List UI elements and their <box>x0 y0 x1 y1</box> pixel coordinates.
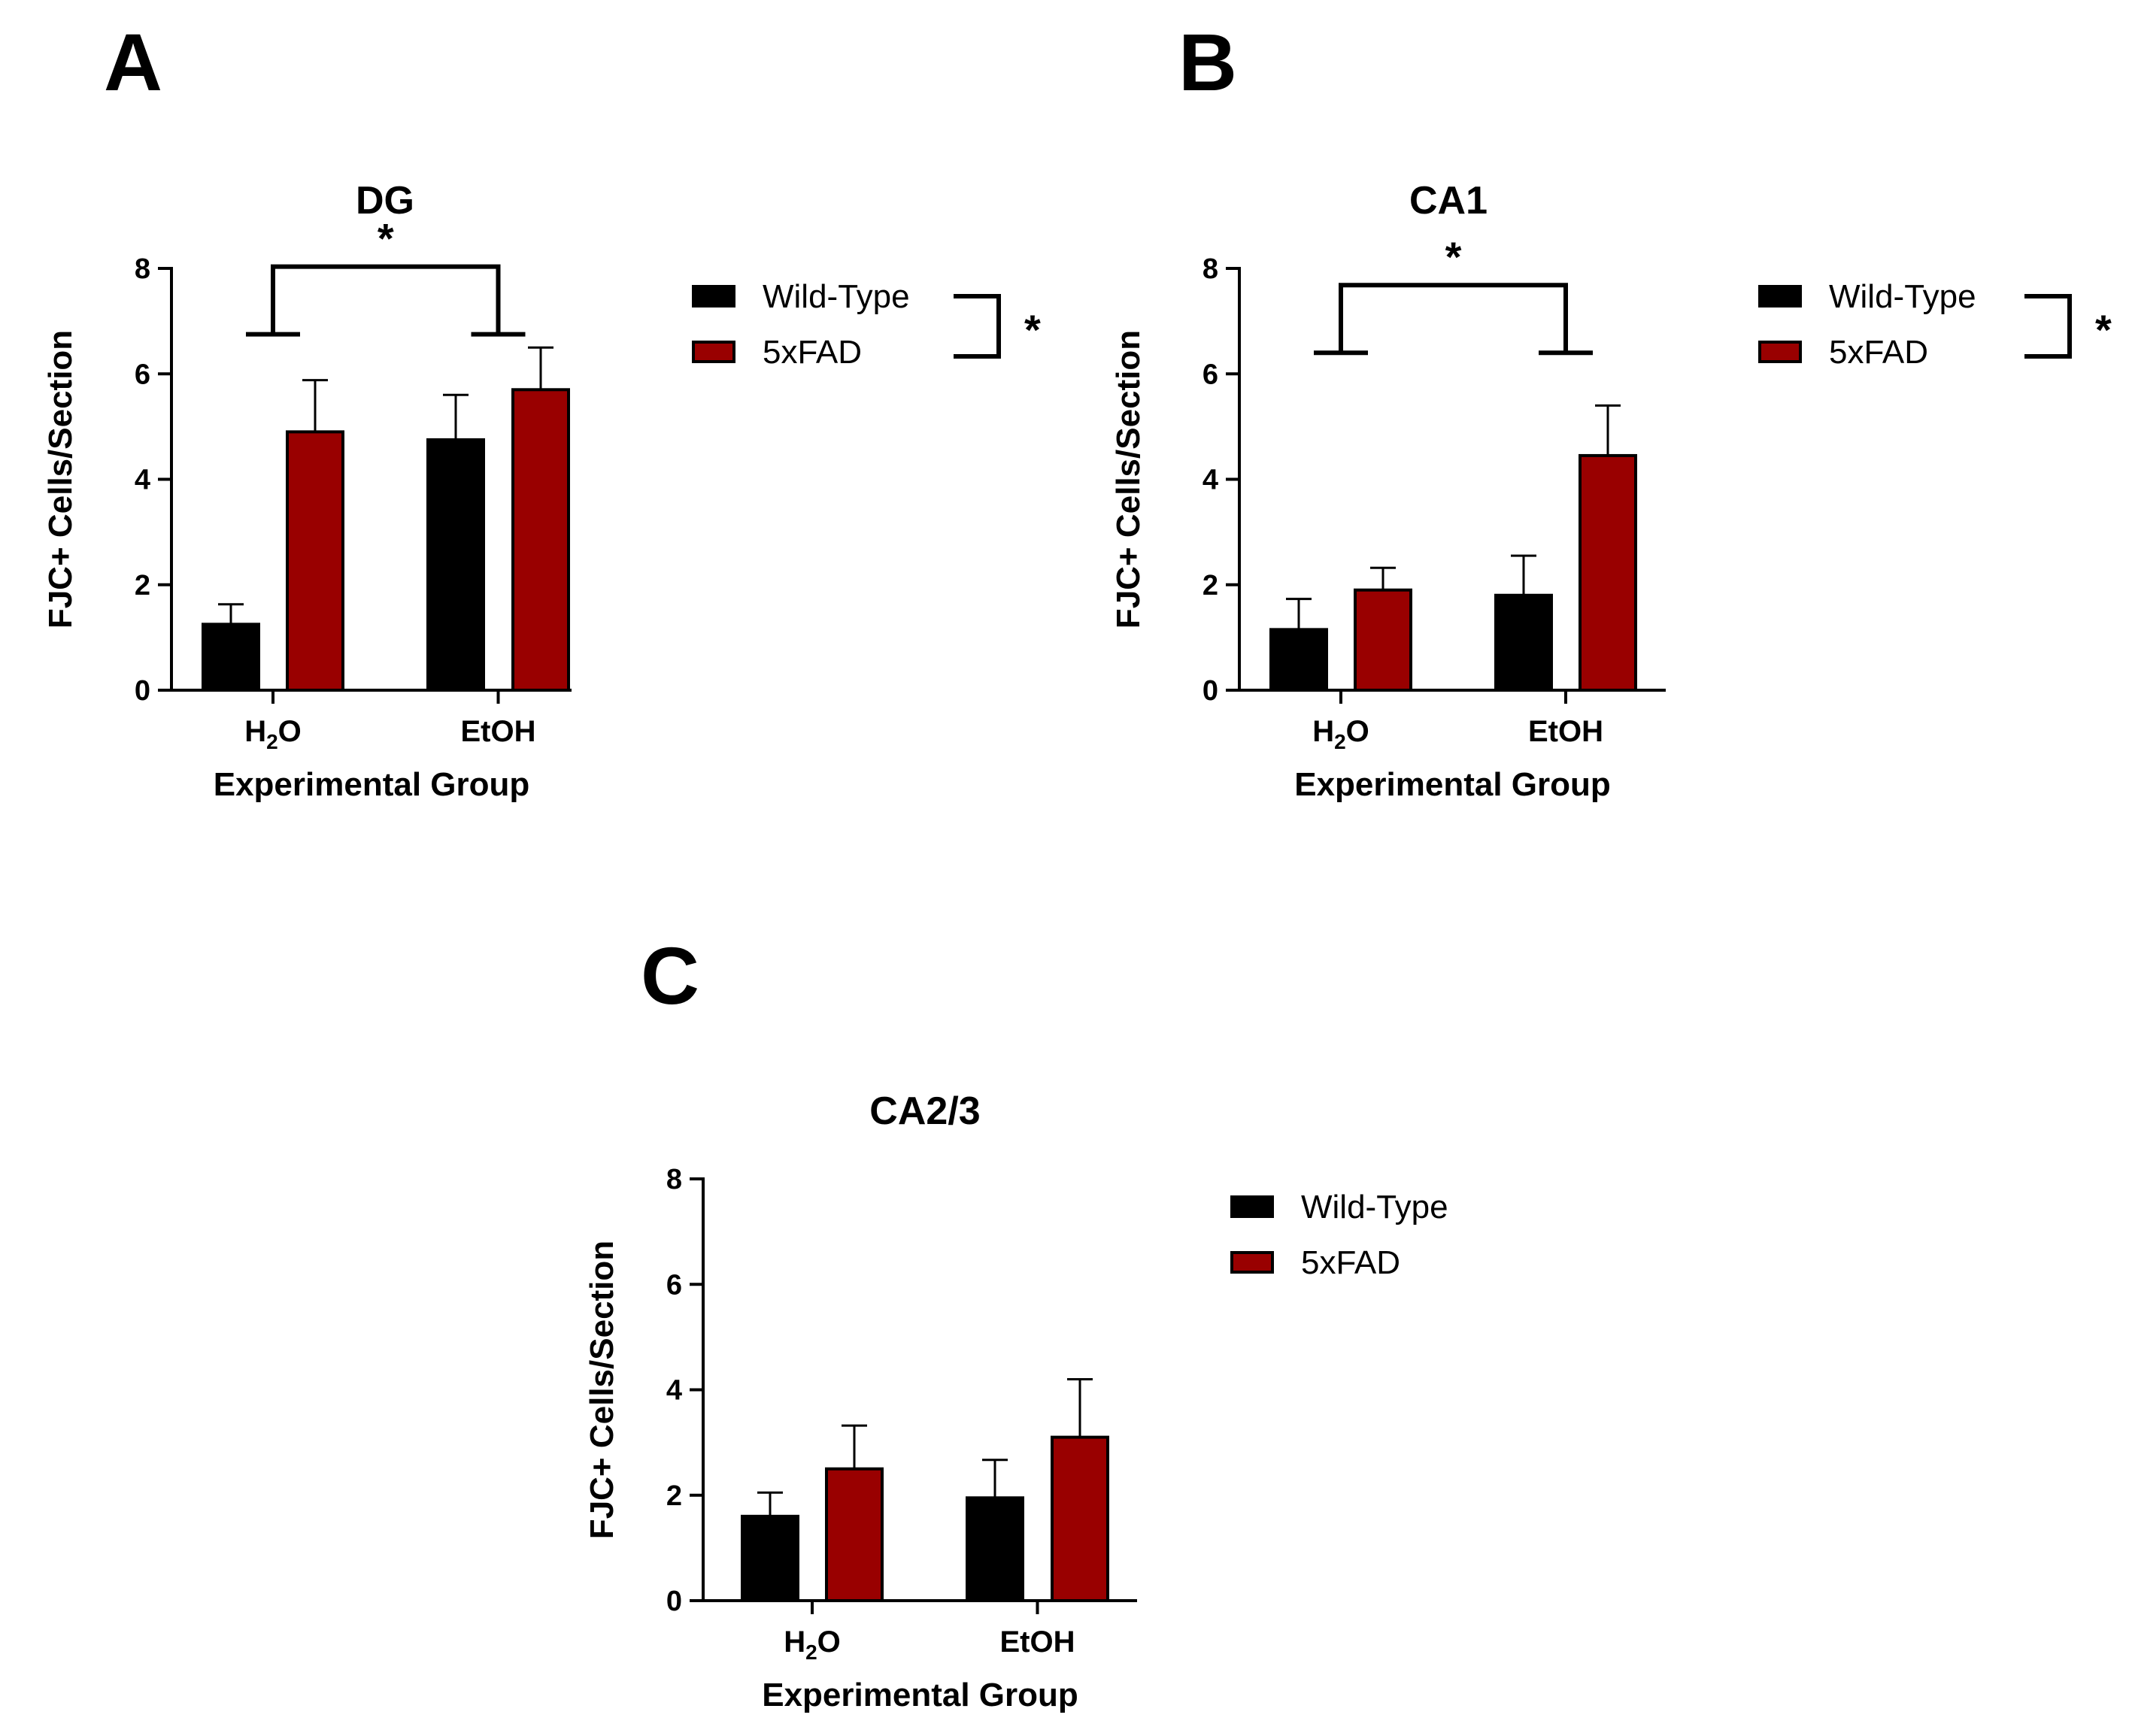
y-tick-label: 0 <box>666 1586 682 1617</box>
bar-wild-type <box>426 438 485 692</box>
x-axis-label: Experimental Group <box>1294 766 1611 803</box>
x-tick-label: H2O <box>784 1625 841 1664</box>
legend-swatch <box>692 285 735 308</box>
y-axis-label: FJC+ Cells/Section <box>584 1241 620 1539</box>
y-tick-label: 2 <box>1202 570 1218 601</box>
x-axis-label: Experimental Group <box>762 1677 1078 1713</box>
bar-wild-type <box>741 1514 799 1603</box>
y-tick-label: 0 <box>135 675 150 707</box>
legend-significance-bracket <box>2024 294 2072 359</box>
bar-5xfad <box>511 388 570 692</box>
chart-C: C CA2/3 0 2 4 6 8 FJC+ Cells/Section H2O EtOH Expe… <box>584 930 1448 1713</box>
panel-letter: C <box>641 930 699 1021</box>
bar-5xfad <box>825 1467 884 1602</box>
legend-swatch <box>1230 1195 1274 1218</box>
y-tick-label: 6 <box>1202 359 1218 390</box>
chart-B: B CA1 0 2 4 6 8 FJC+ Cells/Section H2O EtOH Experi… <box>1110 17 2112 803</box>
bar-wild-type <box>1494 593 1553 692</box>
y-tick-label: 4 <box>1202 465 1218 496</box>
chart-title: DG <box>356 179 414 223</box>
significance-bracket <box>246 264 526 337</box>
y-tick-label: 4 <box>135 465 150 496</box>
panel-letter: B <box>1178 17 1237 108</box>
x-tick-label: EtOH <box>1528 715 1603 748</box>
y-tick-label: 6 <box>666 1269 682 1301</box>
x-tick-label: EtOH <box>461 715 536 748</box>
y-tick-label: 0 <box>1202 675 1218 707</box>
legend-label: Wild-Type <box>1829 278 1976 315</box>
y-tick-label: 2 <box>135 570 150 601</box>
significance-star: * <box>1445 233 1462 280</box>
legend-swatch <box>1230 1251 1274 1274</box>
y-tick-label: 2 <box>666 1480 682 1512</box>
legend-swatch <box>692 341 735 363</box>
legend-label: 5xFAD <box>763 334 862 371</box>
x-tick-label: EtOH <box>1000 1625 1075 1659</box>
x-axis-label: Experimental Group <box>214 766 530 803</box>
chart-A: A DG 0 2 4 6 8 FJC+ Cells/Section H2O EtOH Experim… <box>42 17 1041 803</box>
significance-bracket <box>1314 283 1593 356</box>
chart-title: CA2/3 <box>869 1089 980 1133</box>
y-tick-label: 8 <box>1202 253 1218 285</box>
x-tick-label: H2O <box>1312 715 1369 753</box>
bar-wild-type <box>202 623 260 692</box>
legend-label: Wild-Type <box>1301 1189 1448 1226</box>
legend-significance-star: * <box>2095 306 2112 353</box>
legend-swatch <box>1758 341 1802 363</box>
bar-5xfad <box>1051 1435 1109 1603</box>
legend-significance-bracket <box>954 294 1001 359</box>
y-tick-label: 4 <box>666 1375 682 1407</box>
bar-5xfad <box>1354 588 1412 692</box>
y-axis-label: FJC+ Cells/Section <box>42 330 79 629</box>
bar-wild-type <box>1269 628 1328 692</box>
chart-title: CA1 <box>1409 179 1488 223</box>
bar-5xfad <box>1579 453 1637 692</box>
x-tick-label: H2O <box>244 715 302 753</box>
legend-label: 5xFAD <box>1829 334 1928 371</box>
bar-wild-type <box>966 1496 1024 1602</box>
legend-label: Wild-Type <box>763 278 910 315</box>
panel-letter: A <box>104 17 162 108</box>
y-tick-label: 6 <box>135 359 150 390</box>
y-tick-label: 8 <box>135 253 150 285</box>
significance-star: * <box>378 215 394 262</box>
legend-swatch <box>1758 285 1802 308</box>
y-axis-label: FJC+ Cells/Section <box>1110 330 1147 629</box>
bar-5xfad <box>286 430 344 692</box>
y-tick-label: 8 <box>666 1164 682 1195</box>
legend-significance-star: * <box>1024 306 1041 353</box>
legend-label: 5xFAD <box>1301 1244 1400 1281</box>
